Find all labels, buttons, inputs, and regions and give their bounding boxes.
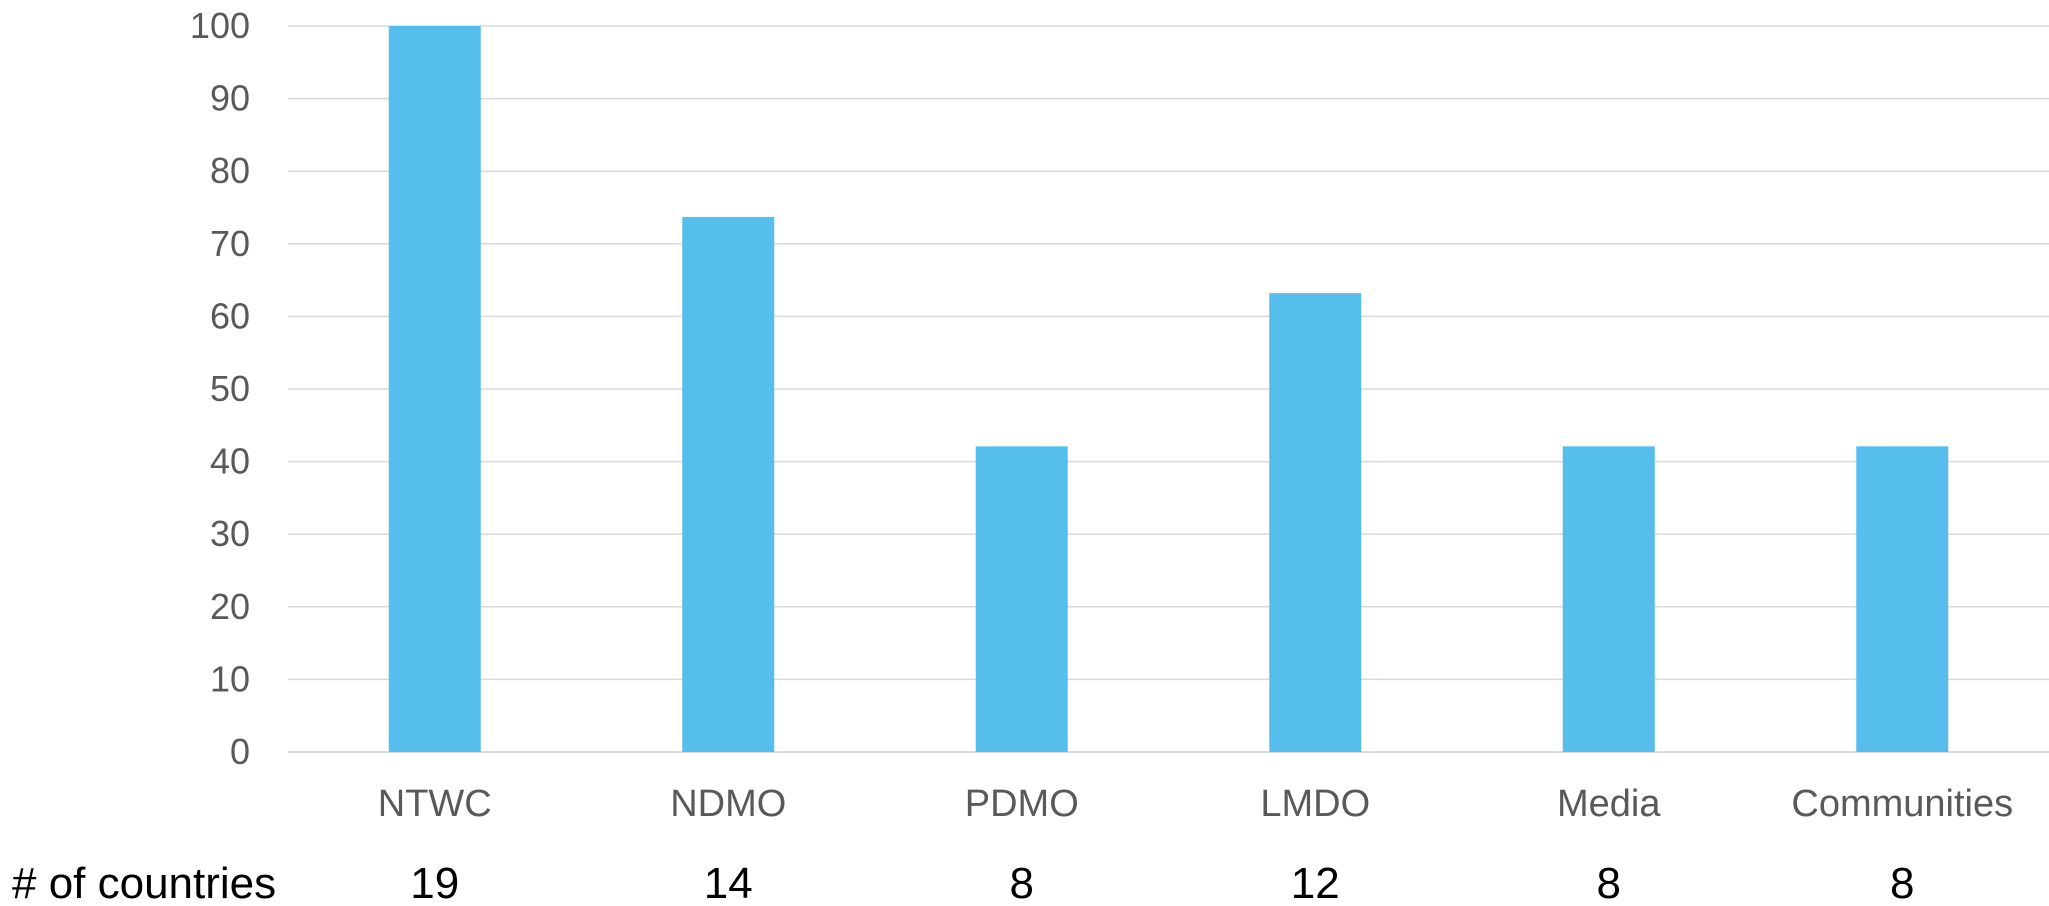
y-tick-label: 30 — [210, 513, 250, 554]
country-count-media: 8 — [1597, 859, 1621, 906]
y-tick-label: 70 — [210, 223, 250, 264]
country-count-pdmo: 8 — [1010, 859, 1034, 906]
y-axis-ticks: 0 10 20 30 40 50 60 70 80 90 100 — [190, 5, 250, 772]
x-tick-label: Communities — [1791, 783, 2013, 825]
bar-communities — [1856, 446, 1949, 752]
countries-row-label: # of countries — [12, 859, 276, 906]
country-count-ntwc: 19 — [410, 859, 459, 906]
y-tick-label: 0 — [230, 731, 250, 772]
country-count-ndmo: 14 — [704, 859, 753, 906]
countries-row: # of countries 19 14 8 12 8 8 — [12, 859, 1914, 906]
y-tick-label: 80 — [210, 150, 250, 191]
x-tick-label: Media — [1557, 783, 1661, 825]
y-tick-label: 50 — [210, 368, 250, 409]
y-tick-label: 90 — [210, 78, 250, 119]
bars — [388, 26, 1949, 753]
bar-ntwc — [388, 26, 481, 752]
bar-media — [1562, 446, 1655, 752]
x-tick-label: NTWC — [378, 783, 492, 825]
bar-ndmo — [682, 216, 775, 753]
y-tick-label: 20 — [210, 586, 250, 627]
bar-lmdo — [1269, 293, 1362, 752]
x-tick-label: PDMO — [965, 783, 1079, 825]
country-count-lmdo: 12 — [1291, 859, 1340, 906]
gridlines — [288, 25, 2049, 753]
country-count-communities: 8 — [1890, 859, 1914, 906]
x-tick-label: LMDO — [1260, 783, 1370, 825]
x-tick-label: NDMO — [670, 783, 786, 825]
y-tick-label: 60 — [210, 295, 250, 336]
y-tick-label: 40 — [210, 441, 250, 482]
bar-pdmo — [975, 446, 1068, 752]
x-axis-ticks: NTWC NDMO PDMO LMDO Media Communities — [378, 783, 2013, 825]
y-tick-label: 10 — [210, 658, 250, 699]
y-tick-label: 100 — [190, 5, 250, 46]
